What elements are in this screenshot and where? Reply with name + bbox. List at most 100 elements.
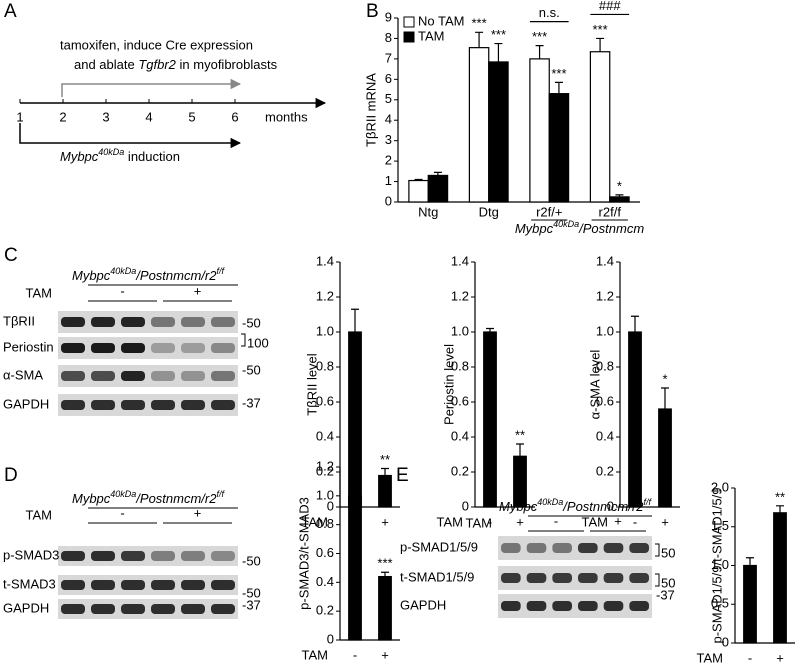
y-tick-label: 0.4 [451,428,469,443]
blot-band [151,343,175,353]
blot-band [121,551,145,561]
blot-band [61,343,85,353]
blot-band [211,580,235,590]
error-bar [776,505,784,513]
text-part: Mybpc [72,268,111,283]
significance: *** [532,29,547,44]
comparison-label: ### [599,0,621,13]
y-tick-label: 7 [385,50,392,65]
blot-band [61,317,85,327]
blot-band [151,551,175,561]
blot-strip [58,365,238,387]
blot-band [151,371,175,381]
text-part: 40kDa [110,489,136,499]
mw-marker: -37 [242,395,261,410]
y-tick-label: 0.8 [316,516,334,531]
blot-band [121,400,145,410]
timeline-unit: months [265,109,308,124]
blot-band [526,573,547,583]
blot-band [91,317,115,327]
y-axis-label: α-SMA level [587,350,602,420]
y-tick-label: 1.0 [596,323,614,338]
y-tick-label: 0 [462,498,469,513]
blot-band [181,371,205,381]
legend-swatch [403,16,415,28]
blot-row-label: GAPDH [3,600,49,615]
blot-band [91,551,115,561]
mw-marker: 50 [661,575,675,590]
timeline-tick-label: 2 [59,109,66,124]
induction-arrow [19,123,242,149]
mw-marker: -37 [242,597,261,612]
blot-band [121,580,145,590]
error-bar [516,443,524,457]
y-axis-label: Periostin level [441,344,456,425]
legend-label: No TAM [418,13,464,28]
text-part: /Postnmcm/r2 [135,491,217,506]
mw-marker: 100 [247,335,269,350]
error-bar [596,37,605,52]
blot-band [121,371,145,381]
text-part: Tgfbr2 [138,57,176,72]
error-bar [615,194,624,197]
y-tick-label: 1.4 [316,253,334,268]
y-tick-label: 8 [385,30,392,45]
error-bar [475,31,484,48]
x-tick-label: r2f/+ [536,204,562,219]
y-tick-label: 1.0 [711,557,729,572]
significance: *** [377,556,392,571]
y-tick-label: 6 [385,71,392,86]
blot-group: + [614,513,622,528]
blot-band [61,580,85,590]
x-tick-label: + [516,514,524,529]
blot-row-label: t-SMAD3 [3,576,56,591]
y-tick-label: 0 [722,634,729,649]
blot-band [181,317,205,327]
error-bar [351,485,359,496]
legend-label: TAM [418,28,444,43]
bar [658,408,672,508]
blot-band [578,543,598,553]
error-bar [486,327,494,332]
significance: *** [491,27,506,42]
text-part: 40kDa [537,497,563,507]
blot-band [91,400,115,410]
error-bar [414,178,423,181]
error-bar [381,467,389,476]
y-tick-label: 0.2 [316,603,334,618]
bar [773,512,787,644]
bar [427,174,449,203]
text-part: /Postnmcm/r2 [135,268,217,283]
x-axis-label: TAM [697,650,723,665]
bar [408,179,429,203]
blot-band [151,400,175,410]
y-tick-label: 0.8 [316,358,334,373]
blot-band [603,601,624,611]
blot-band [181,343,205,353]
text-part: f/f [216,266,225,276]
text-part: f/f [643,497,652,507]
blot-band [181,580,205,590]
bar [743,564,757,644]
blot-row-label: GAPDH [400,597,446,612]
y-tick-label: 0 [607,498,614,513]
blot-strip [498,594,652,618]
x-tick-label: - [633,514,637,529]
legend-swatch [403,31,415,43]
blot-treatment: TAM [26,285,52,300]
timeline-tick-label: 4 [145,109,152,124]
blot-group: - [554,513,558,528]
timeline-tick-label: 6 [231,109,238,124]
blot-genotype: Mybpc40kDa/Postnmcm/r2f/f [72,489,226,506]
y-tick-label: 1.2 [596,288,614,303]
blot-band [211,343,235,353]
error-bar [381,571,389,577]
bar [589,51,611,203]
mw-marker: -37 [656,587,675,602]
blot-strip [58,311,238,333]
x-tick-label: + [381,647,389,662]
y-tick-label: 1.2 [316,458,334,473]
y-tick-label: 5 [385,91,392,106]
y-tick-label: 9 [385,9,392,24]
panel-label: A [4,1,17,22]
